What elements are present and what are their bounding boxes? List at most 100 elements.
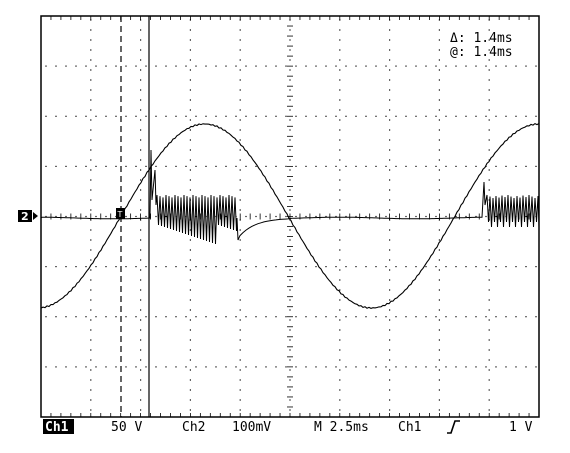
graticule-dot: [339, 159, 341, 161]
graticule-dot: [285, 65, 287, 67]
graticule-dot: [90, 29, 92, 31]
graticule-dot: [465, 215, 467, 218]
graticule-dot: [225, 165, 227, 167]
graticule-dot: [189, 29, 191, 31]
graticule-dot: [425, 115, 427, 117]
graticule-dot: [140, 289, 142, 291]
graticule-dot: [239, 259, 241, 261]
graticule-dot: [289, 319, 291, 321]
graticule-dot: [355, 65, 357, 67]
graticule-dot: [239, 119, 241, 121]
graticule-dot: [389, 169, 391, 171]
graticule-dot: [45, 65, 47, 67]
graticule-dot: [438, 89, 440, 91]
graticule-dot: [535, 266, 537, 268]
graticule-dot: [365, 266, 367, 268]
graticule-dot: [239, 209, 241, 211]
graticule-dot: [239, 269, 241, 271]
graticule-dot: [195, 215, 197, 218]
graticule-dot: [289, 249, 291, 251]
graticule-dot: [289, 149, 291, 151]
graticule-dot: [438, 409, 440, 411]
graticule-dot: [405, 65, 407, 67]
at-value: : 1.4ms: [458, 45, 513, 60]
graticule-dot: [289, 129, 291, 131]
graticule-dot: [405, 316, 407, 318]
status-bar: Ch1 50 V Ch2 100mV M 2.5ms Ch1 1 V: [43, 419, 533, 435]
graticule-dot: [289, 349, 291, 351]
graticule-dot: [339, 309, 341, 311]
graticule-dot: [475, 65, 477, 67]
graticule-dot: [315, 316, 317, 318]
graticule-dot: [235, 266, 237, 268]
graticule-dot: [365, 165, 367, 167]
graticule-dot: [195, 316, 197, 318]
graticule-dot: [438, 69, 440, 71]
graticule-dot: [339, 339, 341, 341]
graticule-dot: [90, 249, 92, 251]
graticule-dot: [189, 99, 191, 101]
graticule-dot: [515, 366, 517, 368]
graticule-dot: [189, 379, 191, 381]
graticule-dot: [90, 329, 92, 331]
graticule-dot: [65, 115, 67, 117]
graticule-dot: [315, 165, 317, 167]
graticule-dot: [438, 59, 440, 61]
graticule-dot: [339, 99, 341, 101]
graticule-dot: [315, 215, 317, 218]
graticule-dot: [438, 139, 440, 141]
graticule-dot: [140, 109, 142, 111]
graticule-dot: [488, 99, 490, 101]
graticule-dot: [105, 115, 107, 117]
graticule-dot: [389, 99, 391, 101]
graticule-dot: [339, 379, 341, 381]
graticule-dot: [425, 366, 427, 368]
graticule-dot: [488, 79, 490, 81]
graticule-dot: [189, 259, 191, 261]
graticule-dot: [115, 366, 117, 368]
graticule-dot: [525, 366, 527, 368]
graticule-dot: [185, 65, 187, 67]
graticule-dot: [535, 165, 537, 167]
ch2-signal-trace: [40, 149, 540, 245]
graticule-dot: [255, 165, 257, 167]
graticule-dot: [140, 319, 142, 321]
graticule-dot: [488, 119, 490, 121]
graticule-dot: [488, 249, 490, 251]
graticule-dot: [55, 316, 57, 318]
graticule-dot: [189, 59, 191, 61]
graticule-dot: [445, 165, 447, 167]
graticule-dot: [90, 399, 92, 401]
svg-text:@: 1.4ms: @: 1.4ms: [450, 45, 513, 60]
graticule-dot: [438, 299, 440, 301]
graticule-dot: [485, 65, 487, 67]
graticule-dot: [488, 289, 490, 291]
graticule-dot: [45, 165, 47, 167]
graticule-dot: [438, 279, 440, 281]
ch2-label[interactable]: Ch2: [182, 420, 205, 435]
graticule-dot: [75, 165, 77, 167]
graticule-dot: [315, 366, 317, 368]
graticule-dot: [488, 379, 490, 381]
graticule-dot: [189, 349, 191, 351]
ch1-label[interactable]: Ch1: [45, 420, 69, 435]
graticule-dot: [295, 215, 297, 218]
graticule-dot: [235, 65, 237, 67]
graticule-dot: [55, 115, 57, 117]
graticule-dot: [335, 165, 337, 167]
graticule-dot: [105, 266, 107, 268]
graticule-dot: [375, 215, 377, 218]
graticule-dot: [495, 316, 497, 318]
graticule-dot: [435, 165, 437, 167]
graticule-dot: [425, 215, 427, 218]
graticule-dot: [239, 369, 241, 371]
graticule-dot: [189, 299, 191, 301]
graticule-dot: [55, 165, 57, 167]
graticule-dot: [90, 79, 92, 81]
graticule-dot: [125, 316, 127, 318]
trigger-marker-label: T: [117, 210, 123, 219]
graticule-dot: [145, 115, 147, 117]
graticule-dot: [488, 309, 490, 311]
graticule-dot: [495, 165, 497, 167]
